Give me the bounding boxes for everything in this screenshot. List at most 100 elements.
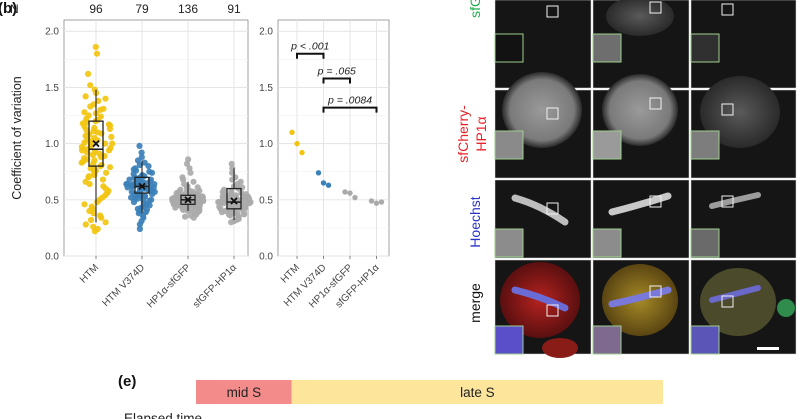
data-point [128,194,135,201]
data-point [85,70,92,77]
box-body [88,120,104,167]
significance-annotations: p < .001 p = .065 p = .0084 [290,41,378,113]
data-point [95,97,102,104]
data-point [106,125,113,133]
micro-inset [494,130,524,160]
p-value-label: p = .0084 [327,95,372,107]
micro-roi [649,285,662,298]
micrograph-grid [494,0,797,358]
panel-label-e: (e) [118,373,136,390]
data-point [83,127,90,134]
micro-inset [690,228,720,258]
micro-inset [690,33,720,63]
data-point [289,129,295,136]
data-point [197,196,204,203]
data-point [227,212,234,219]
data-point [124,184,131,191]
y-tick-label: 1.0 [45,139,59,150]
timeline-phase [196,380,292,404]
data-point [299,149,305,156]
data-point [190,178,197,185]
row-label: HP1α [473,116,489,151]
data-point [92,43,99,51]
micro-inset [592,130,622,160]
data-point [136,142,143,149]
box-mean-marker [138,182,146,190]
data-point [105,147,113,154]
row-label: sfCherry- [455,105,471,163]
y-ticks-right: 0.0 0.5 1.0 1.5 2.0 [259,27,273,263]
y-tick-label: 0.5 [45,195,59,206]
data-point [78,159,85,166]
data-point [90,210,97,217]
data-point [102,219,109,226]
data-point [81,139,88,146]
scale-bar [757,347,779,350]
n-label: N [10,2,19,16]
points-right [289,129,385,206]
box-mean-marker [230,197,238,205]
y-tick-label: 0.5 [259,195,273,206]
row-label: Hoechst [467,196,483,247]
micro-inset [592,228,622,258]
data-point [373,200,380,206]
data-point [82,93,89,100]
y-tick-label: 2.0 [259,27,273,38]
panel-label-b: (b) [0,0,17,17]
data-point [149,191,156,198]
timeline-phase-label: mid S [227,385,262,400]
data-point [130,199,138,206]
y-tick-label: 2.0 [45,27,59,38]
data-point [244,193,251,200]
micro-roi [546,107,559,120]
box-mean-marker [92,139,100,148]
data-point [136,161,143,169]
y-ticks-left: 0.0 0.5 1.0 1.5 2.0 [45,27,59,263]
y-tick-label: 0.0 [45,252,59,263]
data-point [97,106,104,113]
data-point [352,194,358,201]
micro-chromatin [709,192,761,209]
boxes-left [88,89,242,223]
data-point [81,201,88,208]
micro-inset [592,325,622,355]
y-tick-label: 1.5 [45,83,59,94]
data-point [87,216,95,224]
data-point [136,225,143,233]
data-point [91,228,98,235]
row-label: merge [467,283,483,323]
micro-roi [649,97,662,110]
box-mean-marker [184,196,192,204]
data-point [315,170,322,176]
cv-beeswarm-chart: 0.0 0.5 1.0 1.5 2.0 HTM HTM V374DHP1α-sfGFPsf… [10,2,254,310]
box-body [134,176,150,194]
micro-cell [700,268,776,336]
y-tick-label: 0.0 [259,252,273,263]
micro-cell [606,0,674,36]
timeline-phase-label: late S [460,385,495,400]
data-point [108,133,115,140]
data-point [89,151,96,158]
data-point [228,219,235,226]
micro-roi [546,5,559,18]
data-point [81,109,88,116]
micro-cell [777,299,795,317]
data-point [138,149,145,156]
data-point [171,194,178,201]
y-tick-label: 1.0 [259,139,273,150]
timeline-phase [291,380,663,404]
data-point [151,181,158,188]
significance-bracket [322,77,351,84]
data-point [145,163,152,170]
significance-bracket [322,106,378,113]
micro-inset [690,325,720,355]
x-tick-label: HTM [279,262,302,285]
n-value: 91 [227,2,241,16]
micro-inset [494,33,524,63]
data-point [103,169,110,176]
data-point [87,82,94,89]
n-value: 96 [89,2,103,16]
